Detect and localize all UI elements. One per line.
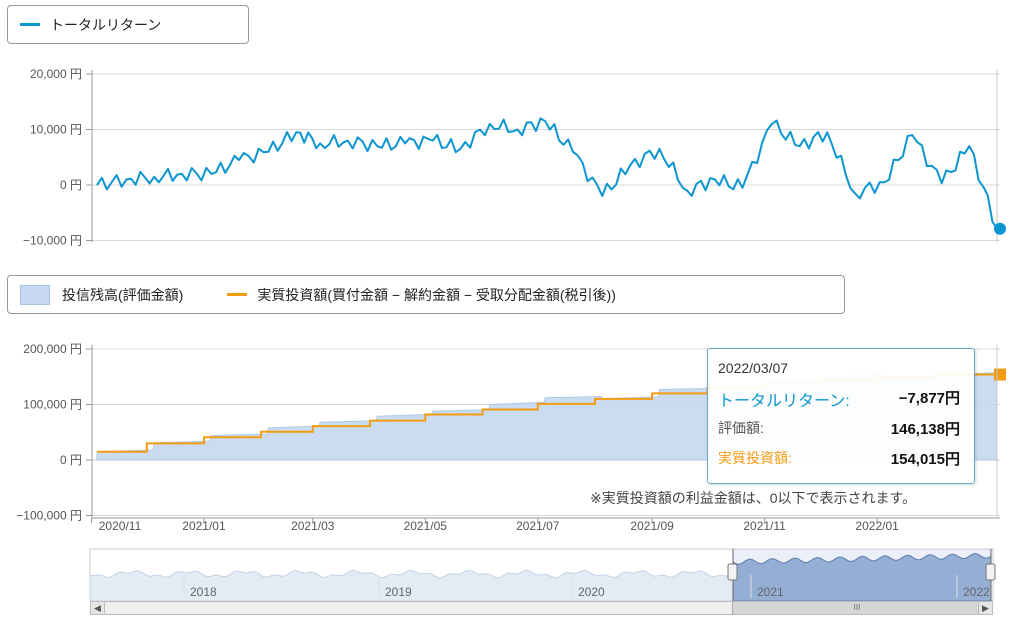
tooltip-value-total-return: −7,877円 (898, 390, 960, 407)
scroll-right-icon[interactable]: ▶ (978, 602, 992, 614)
top-y-tick-label: −10,000 円 (23, 234, 82, 248)
legend-swatch-total-return (20, 23, 40, 26)
top-y-tick-label: 0 円 (60, 178, 82, 192)
legend-swatch-investment (227, 293, 248, 296)
legend-item-investment[interactable]: 実質投資額(買付金額 − 解約金額 − 受取分配金額(税引後)) (227, 285, 616, 305)
tooltip-row-total-return: トータルリターン: −7,877円 (718, 387, 960, 411)
legend-label-balance: 投信残高(評価金額) (62, 286, 184, 303)
navigator-handle-left (727, 563, 738, 581)
x-axis-tick-label: 2021/07 (516, 519, 560, 533)
bottom-y-tick-label: 0 円 (60, 453, 82, 467)
tooltip-label-valuation: 評価額: (718, 420, 764, 436)
profit-note: ※実質投資額の利益金額は、0以下で表示されます。 (590, 490, 917, 506)
tooltip-value-investment: 154,015円 (890, 451, 960, 468)
tooltip-date: 2022/03/07 (718, 360, 789, 376)
tooltip-label-investment: 実質投資額: (718, 450, 792, 466)
data-tooltip: 2022/03/07 トータルリターン: −7,877円 評価額: 146,13… (707, 348, 975, 484)
x-axis-tick-label: 2021/05 (404, 519, 448, 533)
navigator-handle-right (985, 563, 996, 581)
navigator-year-label: 2018 (190, 585, 217, 599)
navigator-scrollbar[interactable]: ◀ III ▶ (90, 601, 993, 615)
navigator-year-label: 2022 (963, 585, 990, 599)
tooltip-row-investment: 実質投資額: 154,015円 (718, 448, 960, 469)
x-axis-tick-label: 2021/01 (182, 519, 226, 533)
legend-label-total-return: トータルリターン (50, 16, 162, 33)
tooltip-label-total-return: トータルリターン: (718, 393, 850, 410)
legend-label-investment: 実質投資額(買付金額 − 解約金額 − 受取分配金額(税引後)) (257, 286, 616, 303)
top-legend: トータルリターン (7, 5, 249, 44)
bottom-legend: 投信残高(評価金額) 実質投資額(買付金額 − 解約金額 − 受取分配金額(税引… (7, 275, 845, 314)
scroll-left-icon[interactable]: ◀ (91, 602, 105, 614)
total-return-line (96, 117, 998, 230)
x-axis-tick-label: 2020/11 (99, 519, 142, 533)
x-axis-tick-label: 2021/11 (743, 519, 786, 533)
navigator-selected-area (732, 552, 992, 602)
navigator-selection-mask (733, 549, 991, 601)
navigator-year-label: 2019 (385, 585, 412, 599)
legend-item-total-return[interactable]: トータルリターン (20, 15, 161, 35)
tooltip-row-valuation: 評価額: 146,138円 (718, 418, 960, 439)
x-axis-tick-label: 2021/09 (630, 519, 674, 533)
tooltip-value-valuation: 146,138円 (890, 421, 960, 438)
bottom-y-tick-label: −100,000 円 (16, 509, 82, 523)
scrollbar-thumb[interactable]: III (732, 602, 982, 614)
bottom-y-tick-label: 200,000 円 (23, 342, 82, 356)
navigator-year-label: 2021 (757, 585, 784, 599)
top-y-tick-label: 10,000 円 (30, 123, 82, 137)
total-return-last-point (994, 222, 1006, 235)
x-axis-tick-label: 2021/03 (291, 519, 335, 533)
top-y-tick-label: 20,000 円 (30, 67, 82, 81)
legend-item-balance[interactable]: 投信残高(評価金額) (20, 284, 184, 305)
bottom-y-tick-label: 100,000 円 (23, 398, 82, 412)
investment-last-point (994, 368, 1006, 381)
navigator-year-label: 2020 (578, 585, 605, 599)
legend-swatch-balance (20, 284, 50, 305)
x-axis-tick-label: 2022/01 (855, 519, 899, 533)
